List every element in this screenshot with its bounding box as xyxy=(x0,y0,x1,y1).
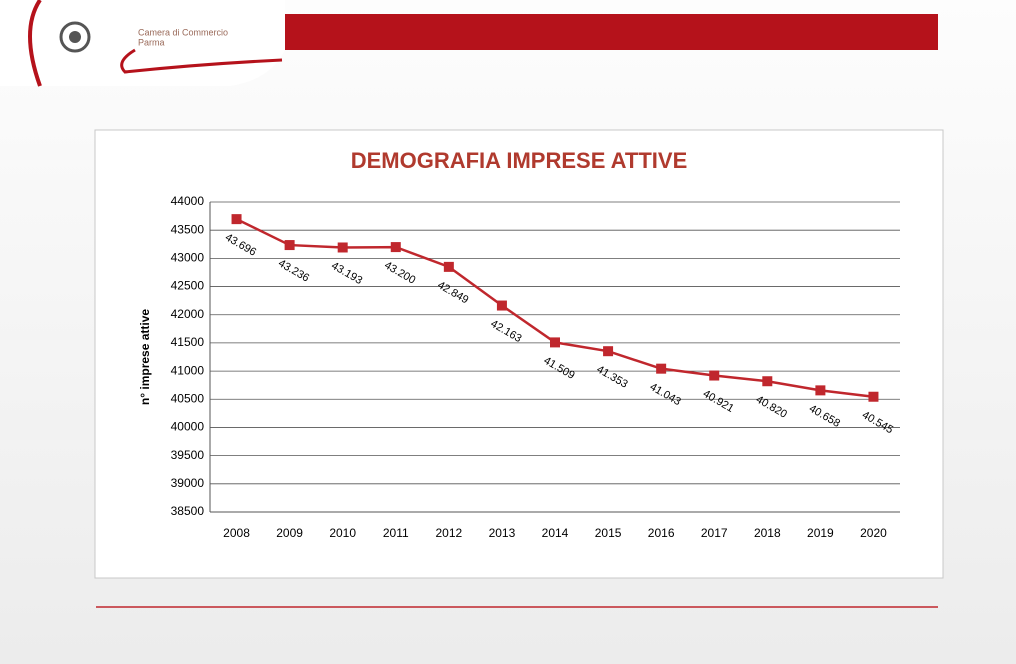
header-line1: Camera di Commercio xyxy=(138,27,228,37)
header-bar xyxy=(285,14,938,50)
logo-curve xyxy=(28,0,42,87)
marker xyxy=(762,376,773,387)
x-tick-label: 2020 xyxy=(860,526,887,540)
x-tick-label: 2012 xyxy=(435,526,462,540)
y-tick-label: 42500 xyxy=(171,279,205,293)
marker xyxy=(231,214,242,225)
x-tick-label: 2009 xyxy=(276,526,303,540)
marker xyxy=(709,370,720,381)
x-tick-label: 2016 xyxy=(648,526,675,540)
marker xyxy=(815,385,826,396)
y-tick-label: 40500 xyxy=(171,391,205,405)
y-tick-label: 41000 xyxy=(171,363,205,377)
y-tick-label: 44000 xyxy=(171,194,205,208)
chart-title: DEMOGRAFIA IMPRESE ATTIVE xyxy=(351,148,688,173)
marker xyxy=(603,346,614,357)
chart-frame xyxy=(94,129,944,579)
y-tick-label: 43500 xyxy=(171,222,205,236)
marker xyxy=(656,363,667,374)
y-tick-label: 43000 xyxy=(171,251,205,265)
marker xyxy=(443,261,454,272)
y-tick-label: 39500 xyxy=(171,448,205,462)
y-tick-label: 39000 xyxy=(171,476,205,490)
marker xyxy=(390,242,401,253)
header-line2: Parma xyxy=(138,37,165,47)
x-tick-label: 2019 xyxy=(807,526,834,540)
marker xyxy=(337,242,348,253)
x-tick-label: 2015 xyxy=(595,526,622,540)
y-tick-label: 38500 xyxy=(171,504,205,518)
y-axis-label: n° imprese attive xyxy=(138,309,152,405)
logo-emblem-center xyxy=(69,31,81,43)
x-tick-label: 2014 xyxy=(542,526,569,540)
marker xyxy=(496,300,507,311)
marker xyxy=(868,391,879,402)
x-tick-label: 2018 xyxy=(754,526,781,540)
marker xyxy=(550,337,560,348)
y-tick-label: 42000 xyxy=(171,307,205,321)
y-tick-label: 40000 xyxy=(171,420,205,434)
y-tick-label: 41500 xyxy=(171,335,205,349)
x-tick-label: 2013 xyxy=(489,526,516,540)
x-tick-label: 2010 xyxy=(329,526,356,540)
marker xyxy=(284,240,295,251)
x-tick-label: 2017 xyxy=(701,526,728,540)
logo-swoosh xyxy=(120,48,283,74)
x-tick-label: 2011 xyxy=(383,526,409,540)
x-tick-label: 2008 xyxy=(223,526,250,540)
